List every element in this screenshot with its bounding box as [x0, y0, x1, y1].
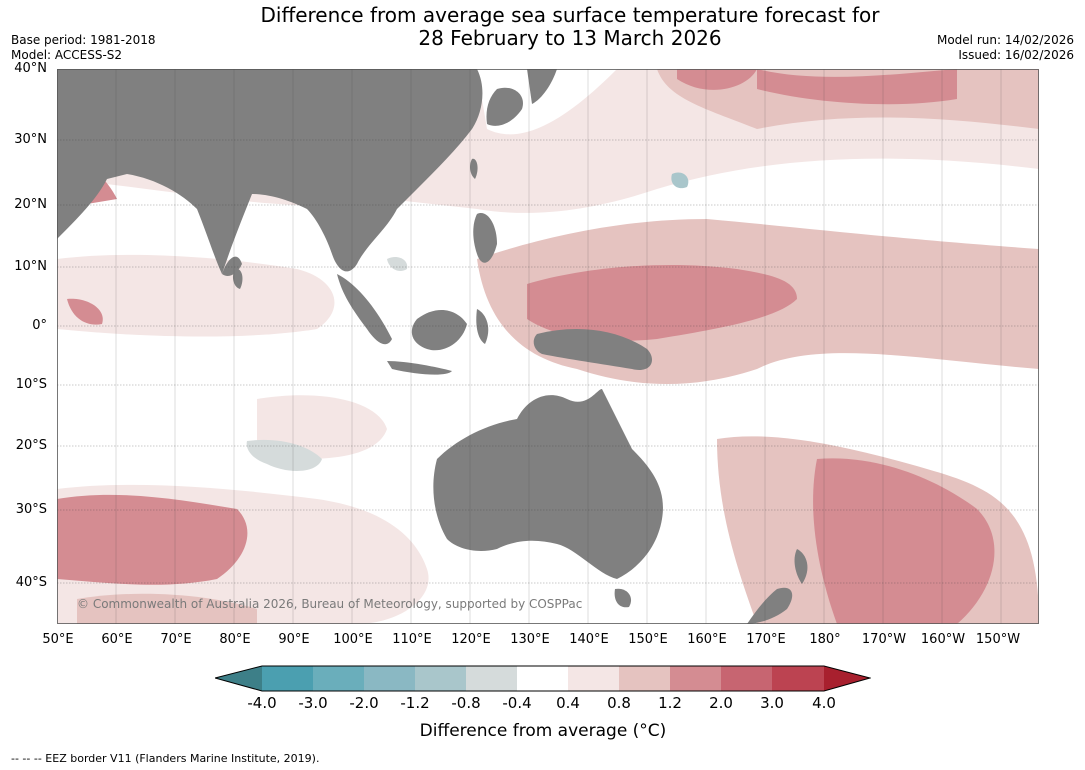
colorbar-swatch: [364, 666, 415, 691]
eez-border-note: -- -- -- EEZ border V11 (Flanders Marine…: [11, 752, 320, 765]
lon-label: 50°E: [42, 632, 74, 647]
lon-label: 160°W: [920, 632, 966, 647]
lat-label: 40°S: [15, 575, 47, 590]
lon-label: 180°: [809, 632, 841, 647]
model-run: Model run: 14/02/2026: [936, 33, 1074, 47]
colorbar-swatch: [313, 666, 364, 691]
lat-label: 20°S: [15, 438, 47, 453]
title-line-2: 28 February to 13 March 2026: [418, 26, 722, 50]
colorbar-tick: 0.8: [607, 694, 631, 712]
lon-label: 160°E: [687, 632, 727, 647]
lon-label: 70°E: [160, 632, 192, 647]
colorbar-tick: -4.0: [247, 694, 277, 712]
lat-label: 10°S: [15, 377, 47, 392]
colorbar-tick: 1.2: [658, 694, 682, 712]
colorbar-tick: -1.2: [400, 694, 430, 712]
lat-label: 30°S: [15, 502, 47, 517]
colorbar: [215, 665, 871, 692]
colorbar-label: Difference from average (°C): [419, 721, 667, 741]
colorbar-swatch: [824, 666, 870, 691]
colorbar-swatch: [772, 666, 824, 691]
colorbar-tick: -0.8: [451, 694, 481, 712]
colorbar-tick: -3.0: [298, 694, 328, 712]
colorbar-swatch: [619, 666, 670, 691]
colorbar-swatch: [568, 666, 619, 691]
colorbar-swatch: [517, 666, 568, 691]
map-canvas: [57, 69, 1039, 624]
lon-label: 150°E: [628, 632, 668, 647]
lat-label: 20°N: [14, 197, 47, 212]
colorbar-tick: 2.0: [709, 694, 733, 712]
copyright-notice: © Commonwealth of Australia 2026, Bureau…: [77, 597, 583, 611]
colorbar-swatch: [262, 666, 313, 691]
lon-label: 140°E: [569, 632, 609, 647]
lon-label: 60°E: [101, 632, 133, 647]
chart-title: Difference from average sea surface temp…: [200, 4, 940, 50]
lon-label: 80°E: [219, 632, 251, 647]
lat-label: 10°N: [14, 259, 47, 274]
colorbar-swatch: [466, 666, 517, 691]
colorbar-tick: 3.0: [760, 694, 784, 712]
colorbar-tick: -0.4: [502, 694, 532, 712]
lon-label: 110°E: [392, 632, 432, 647]
colorbar-swatch: [415, 666, 466, 691]
lon-label: 150°W: [975, 632, 1021, 647]
lat-label: 0°: [32, 318, 47, 333]
colorbar-swatch: [670, 666, 721, 691]
lon-label: 120°E: [451, 632, 491, 647]
base-period: Base period: 1981-2018: [11, 33, 156, 47]
lon-label: 170°W: [861, 632, 907, 647]
lon-label: 90°E: [278, 632, 310, 647]
lon-label: 130°E: [510, 632, 550, 647]
colorbar-swatch: [721, 666, 772, 691]
lat-label: 30°N: [14, 132, 47, 147]
lat-label: 40°N: [14, 61, 47, 76]
lon-label: 100°E: [333, 632, 373, 647]
title-line-1: Difference from average sea surface temp…: [260, 3, 880, 27]
meta-left: Base period: 1981-2018 Model: ACCESS-S2: [11, 33, 156, 63]
sst-anomaly-map: [57, 69, 1039, 624]
meridians: [115, 69, 1002, 624]
issued-date: Issued: 16/02/2026: [958, 48, 1074, 62]
land: [57, 69, 808, 624]
lon-label: 170°E: [746, 632, 786, 647]
colorbar-tick: -2.0: [349, 694, 379, 712]
meta-right: Model run: 14/02/2026 Issued: 16/02/2026: [937, 33, 1074, 63]
colorbar-swatch: [215, 666, 262, 691]
colorbar-tick: 4.0: [812, 694, 836, 712]
colorbar-tick: 0.4: [556, 694, 580, 712]
model-name: Model: ACCESS-S2: [11, 48, 123, 62]
